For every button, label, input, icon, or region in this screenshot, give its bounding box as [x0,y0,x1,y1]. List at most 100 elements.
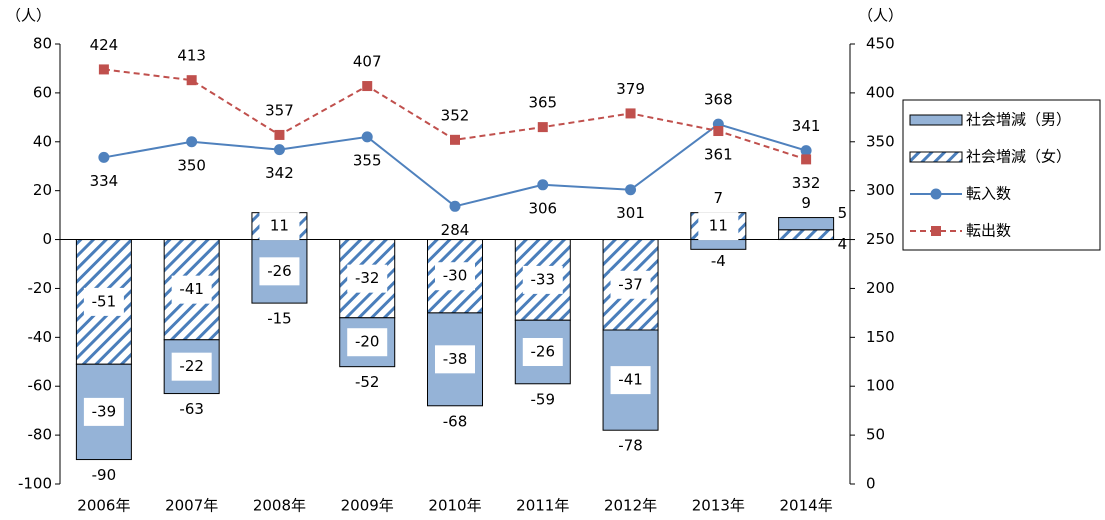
label-box [610,366,651,395]
marker [625,184,637,196]
value-label: -26 [267,262,292,280]
line-label: 341 [792,117,821,135]
marker [625,108,636,119]
y2-tick-label: 400 [866,83,895,101]
total-label: -52 [355,373,380,391]
value-label: -41 [179,280,204,298]
line-label: 365 [528,94,557,112]
legend-label: 社会増減（男） [966,111,1071,129]
y-tick-label: -80 [28,426,53,444]
label-box [171,352,212,381]
y2-tick-label: 300 [866,181,895,199]
line-label: 379 [616,80,645,98]
line-label: 361 [704,146,733,164]
marker [98,64,109,75]
y2-tick-label: 450 [866,35,895,53]
y-tick-label: 60 [33,83,52,101]
y-unit: （人） [6,7,51,25]
label-box [522,338,563,366]
value-label: -39 [92,402,117,420]
label-box [347,328,388,357]
total-label: 9 [801,194,811,212]
marker [449,200,461,212]
y2-unit: （人） [858,7,903,25]
bar-male [778,217,835,231]
legend-swatch [909,114,963,126]
line-label: 342 [265,164,294,182]
x-tick-label: 2006年 [77,497,130,515]
value-label: 5 [838,204,848,222]
label-box [435,345,475,374]
label-box [698,212,739,241]
x-tick-label: 2007年 [165,497,218,515]
y-tick-label: -40 [28,328,53,346]
value-label: -33 [531,270,556,288]
legend-swatch [909,151,963,163]
line-label: 306 [528,199,557,217]
total-label: 7 [714,189,724,207]
label-box [83,287,124,316]
total-label: -68 [443,412,468,430]
line-label: 352 [441,106,470,124]
marker [186,75,197,86]
line-label: 407 [353,53,382,71]
value-label: -37 [618,275,643,293]
y2-tick-label: 350 [866,132,895,150]
marker [361,131,373,143]
line-label: 350 [177,156,206,174]
value-label: -41 [618,371,643,389]
marker [98,151,110,163]
x-tick-label: 2010年 [428,497,481,515]
marker [801,154,812,165]
x-tick-label: 2013年 [692,497,745,515]
x-tick-label: 2014年 [780,497,833,515]
line-label: 424 [90,36,119,54]
marker [362,81,373,92]
marker [450,134,460,145]
marker [537,179,549,191]
marker [186,136,198,148]
value-label: -4 [711,252,726,270]
line-label: 355 [353,151,382,169]
label-box [522,265,563,294]
y-tick-label: -60 [28,377,53,395]
total-label: -15 [267,310,292,328]
total-label: -63 [179,400,204,418]
y2-tick-label: 0 [866,475,876,493]
y-tick-label: 40 [33,132,52,150]
x-tick-label: 2012年 [604,497,657,515]
label-box [610,270,651,299]
y-tick-label: 0 [42,230,52,248]
line-label: 284 [441,221,470,239]
bar-female [778,229,835,241]
value-label: 11 [270,217,289,235]
y-tick-label: 80 [33,35,52,53]
value-label: -38 [443,350,468,368]
label-box [259,257,300,286]
legend-label: 社会増減（女） [966,148,1071,166]
y2-tick-label: 150 [866,328,895,346]
x-tick-label: 2008年 [253,497,306,515]
label-box [347,264,388,293]
legend-label: 転出数 [966,222,1011,240]
legend-marker [930,188,942,200]
total-label: -78 [618,437,643,455]
total-label: -90 [92,466,117,484]
y2-tick-label: 100 [866,377,895,395]
line-label: 413 [177,47,206,65]
value-label: 11 [709,217,728,235]
value-label: -26 [531,343,556,361]
label-box [435,262,475,291]
value-label: -32 [355,269,380,287]
label-box [83,397,124,426]
value-label: -30 [443,267,468,285]
value-label: 4 [838,235,848,253]
legend-marker [931,226,941,236]
y2-tick-label: 250 [866,230,895,248]
y2-tick-label: 200 [866,279,895,297]
label-box [259,212,300,241]
y2-tick-label: 50 [866,426,885,444]
x-tick-label: 2009年 [341,497,394,515]
value-label: -22 [179,357,204,375]
